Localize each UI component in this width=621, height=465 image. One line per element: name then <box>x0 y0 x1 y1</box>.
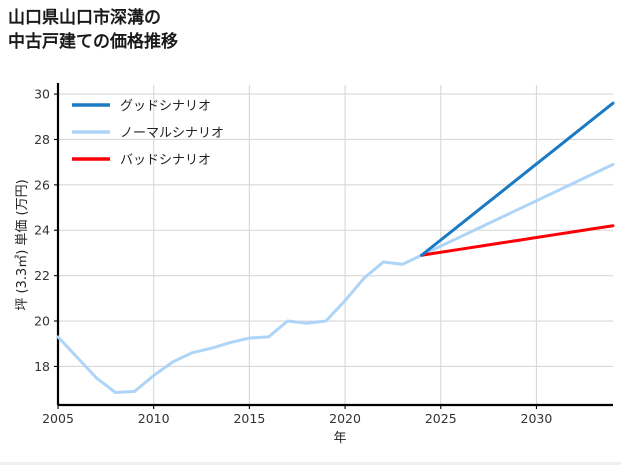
y-tick-label: 18 <box>34 359 50 374</box>
chart-title: 山口県山口市深溝の 中古戸建ての価格推移 <box>8 6 178 54</box>
y-tick-label: 28 <box>34 132 50 147</box>
x-tick-label: 2030 <box>521 411 553 426</box>
bottom-divider <box>0 462 621 465</box>
y-axis-tick-labels: 18 20 22 24 26 28 30 <box>34 87 50 374</box>
y-tick-label: 26 <box>34 177 50 192</box>
chart-title-line2: 中古戸建ての価格推移 <box>8 32 178 52</box>
legend-item: ノーマルシナリオ <box>72 126 224 141</box>
legend-item: グッドシナリオ <box>72 99 211 114</box>
y-axis-label: 坪 (3.3㎡) 単価 (万円) <box>14 179 30 310</box>
x-axis-tick-labels: 2005 2010 2015 2020 2025 2030 <box>42 411 552 426</box>
y-tick-label: 30 <box>34 87 50 102</box>
y-tick-label: 24 <box>34 223 50 238</box>
chart-title-line1: 山口県山口市深溝の <box>8 8 161 28</box>
x-tick-label: 2025 <box>425 411 457 426</box>
legend-label: グッドシナリオ <box>120 99 211 114</box>
data-series <box>56 101 615 395</box>
series-line-bad <box>420 224 615 257</box>
axis-lines <box>54 83 613 409</box>
series-line-normal <box>56 162 615 395</box>
x-tick-label: 2005 <box>42 411 74 426</box>
y-tick-label: 22 <box>34 268 50 283</box>
x-tick-label: 2010 <box>138 411 170 426</box>
x-tick-label: 2015 <box>233 411 265 426</box>
x-axis-label: 年 <box>333 431 346 446</box>
x-tick-label: 2020 <box>329 411 361 426</box>
legend-item: バッドシナリオ <box>72 153 211 168</box>
legend-label: バッドシナリオ <box>120 153 211 168</box>
series-line-good <box>420 101 615 257</box>
legend-label: ノーマルシナリオ <box>120 126 224 141</box>
y-tick-label: 20 <box>34 314 50 329</box>
